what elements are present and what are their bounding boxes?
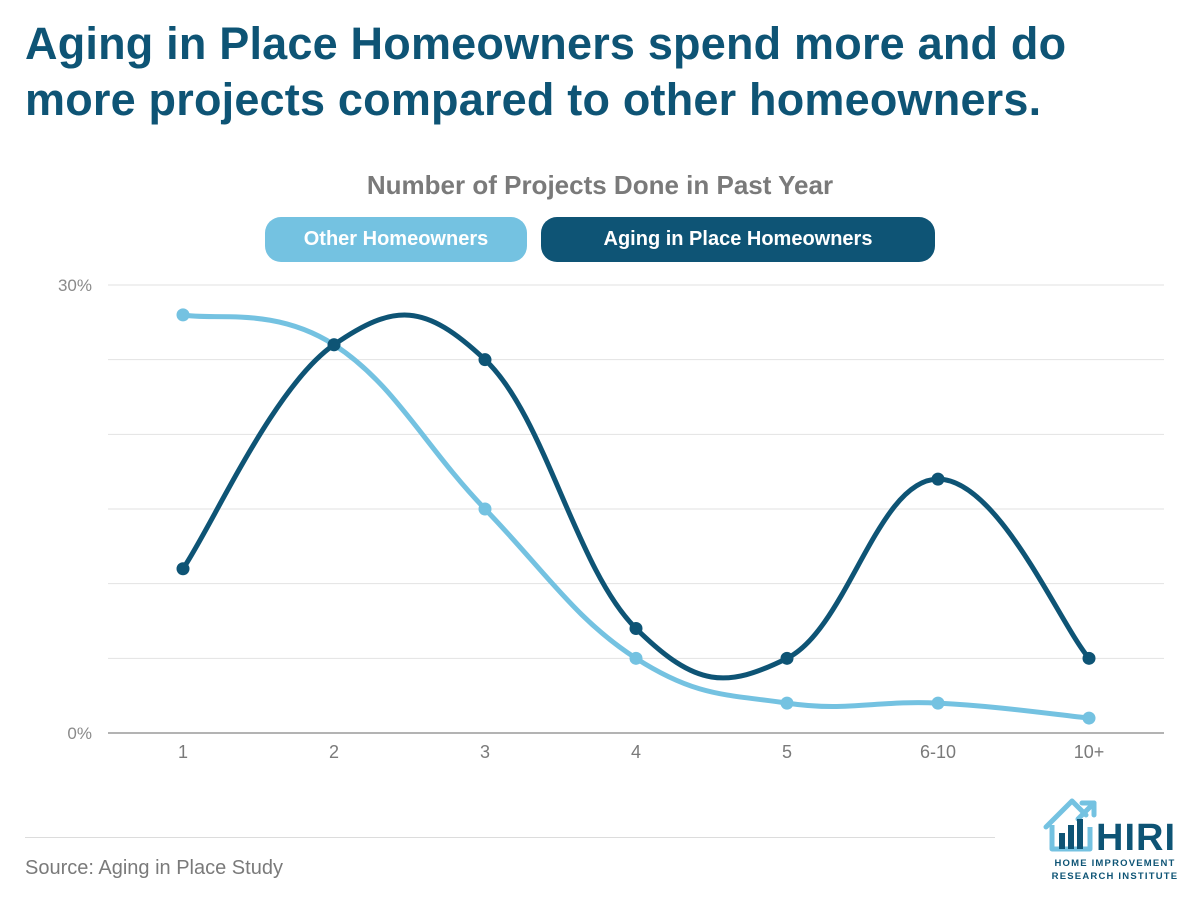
x-tick-label: 3 bbox=[480, 742, 490, 762]
data-point bbox=[478, 502, 492, 516]
line-chart: 30% 0% 1 2 3 4 5 6-10 10+ bbox=[58, 276, 1164, 762]
house-arrow-icon bbox=[1043, 798, 1097, 852]
data-point bbox=[1082, 651, 1096, 665]
y-tick-label: 30% bbox=[58, 276, 92, 295]
x-tick-label: 10+ bbox=[1074, 742, 1105, 762]
data-point bbox=[931, 696, 945, 710]
data-point bbox=[931, 472, 945, 486]
y-tick-label: 0% bbox=[67, 724, 92, 743]
data-point bbox=[629, 621, 643, 635]
data-point bbox=[176, 562, 190, 576]
data-point bbox=[629, 651, 643, 665]
series-other-homeowners bbox=[176, 308, 1096, 725]
data-point bbox=[1082, 711, 1096, 725]
data-point bbox=[176, 308, 190, 322]
headline: Aging in Place Homeowners spend more and… bbox=[25, 18, 1067, 125]
gridlines bbox=[108, 284, 1164, 659]
x-tick-label: 2 bbox=[329, 742, 339, 762]
data-point bbox=[327, 338, 341, 352]
series-lines bbox=[176, 308, 1096, 725]
x-axis-labels: 1 2 3 4 5 6-10 10+ bbox=[178, 742, 1104, 762]
x-tick-label: 6-10 bbox=[920, 742, 956, 762]
legend-other-homeowners: Other Homeowners bbox=[265, 217, 527, 262]
series-aging-in-place-homeowners bbox=[176, 312, 1096, 681]
logo-name: HIRI bbox=[1096, 817, 1176, 859]
y-axis-labels: 30% 0% bbox=[58, 276, 92, 743]
logo-tagline: Home Improvement Research Institute bbox=[1051, 858, 1179, 882]
chart-title: Number of Projects Done in Past Year bbox=[366, 170, 834, 200]
data-point bbox=[780, 651, 794, 665]
x-tick-label: 1 bbox=[178, 742, 188, 762]
legend: Other Homeowners Aging in Place Homeowne… bbox=[0, 217, 1200, 262]
x-tick-label: 5 bbox=[782, 742, 792, 762]
footer-divider bbox=[25, 837, 995, 838]
x-tick-label: 4 bbox=[631, 742, 641, 762]
source-note: Source: Aging in Place Study bbox=[25, 857, 283, 879]
data-point bbox=[780, 696, 794, 710]
hiri-logo: HIRI Home Improvement Research Institute bbox=[1040, 795, 1180, 885]
data-point bbox=[478, 353, 492, 367]
legend-aging-in-place-homeowners: Aging in Place Homeowners bbox=[541, 217, 935, 262]
